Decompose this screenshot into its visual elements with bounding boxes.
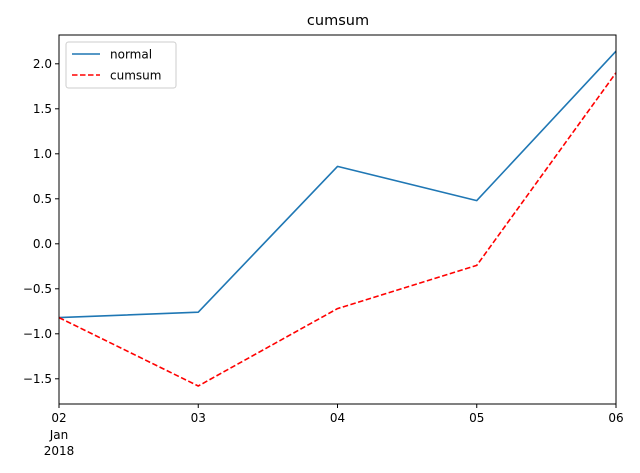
series-line-cumsum [58, 72, 617, 387]
y-axis: −1.5 −1.0 −0.5 0.0 0.5 1.0 1.5 2.0 [23, 57, 59, 386]
x-tick-label: 06 [608, 411, 623, 425]
y-tick-label: 1.0 [33, 147, 52, 161]
y-tick-label: −0.5 [23, 282, 52, 296]
y-tick-label: 0.5 [33, 192, 52, 206]
x-tick-label: 02 [51, 411, 66, 425]
x-tick-year-label: 2018 [44, 444, 75, 458]
y-tick-label: 1.5 [33, 102, 52, 116]
y-tick-label: 2.0 [33, 57, 52, 71]
legend-label-cumsum: cumsum [110, 68, 161, 82]
plot-frame [58, 34, 617, 405]
legend-label-normal: normal [110, 47, 152, 61]
plot-lines [58, 50, 617, 387]
x-axis: 02 03 04 05 06 Jan 2018 [44, 404, 624, 458]
chart-title: cumsum [307, 13, 369, 29]
y-tick-label: −1.5 [23, 372, 52, 386]
x-tick-label: 05 [469, 411, 484, 425]
legend: normal cumsum [65, 41, 177, 89]
x-tick-label: 03 [191, 411, 206, 425]
y-tick-label: 0.0 [33, 237, 52, 251]
x-tick-label: 04 [330, 411, 345, 425]
series-line-normal [58, 50, 617, 319]
x-tick-month-label: Jan [49, 428, 69, 442]
y-tick-label: −1.0 [23, 327, 52, 341]
